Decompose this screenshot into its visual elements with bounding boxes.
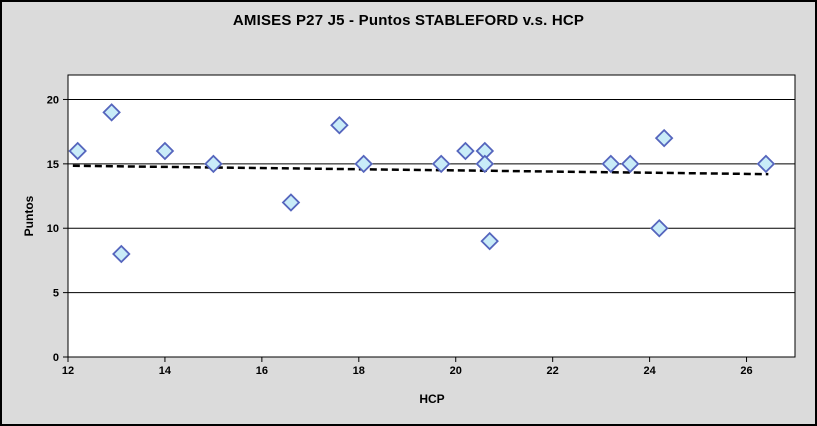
y-tick-label: 0 (53, 352, 59, 364)
y-tick-label: 5 (53, 288, 59, 300)
data-point-marker (68, 141, 87, 161)
data-point-marker (456, 141, 475, 161)
x-tick-label: 14 (159, 365, 172, 377)
data-point-marker (601, 154, 621, 174)
y-tick-label: 15 (47, 159, 59, 171)
data-point-marker (112, 244, 131, 264)
data-point-marker (281, 193, 301, 212)
data-point-marker (620, 154, 640, 174)
data-point-marker (102, 103, 121, 122)
y-tick-label: 20 (47, 94, 59, 106)
x-tick-label: 24 (643, 365, 656, 377)
data-point-marker (354, 154, 373, 174)
x-axis-title: HCP (419, 392, 445, 406)
y-tick-label: 10 (47, 223, 59, 235)
data-point-marker (330, 115, 349, 135)
data-point-marker (155, 141, 175, 161)
data-point-marker (431, 154, 451, 174)
data-point-marker (654, 128, 674, 148)
x-tick-label: 26 (740, 365, 752, 377)
data-point-marker (475, 154, 495, 174)
x-tick-label: 18 (353, 365, 365, 377)
data-point-marker (756, 154, 776, 174)
plot-background (67, 74, 796, 358)
data-point-marker (650, 218, 669, 238)
data-point-marker (480, 231, 499, 251)
data-point-marker (204, 154, 223, 174)
x-tick-label: 12 (62, 365, 74, 377)
chart-title: AMISES P27 J5 - Puntos STABLEFORD v.s. H… (232, 12, 585, 29)
x-tick-label: 20 (450, 365, 462, 377)
trendline (72, 164, 769, 176)
x-tick-label: 16 (256, 365, 268, 377)
x-tick-label: 22 (547, 365, 559, 377)
